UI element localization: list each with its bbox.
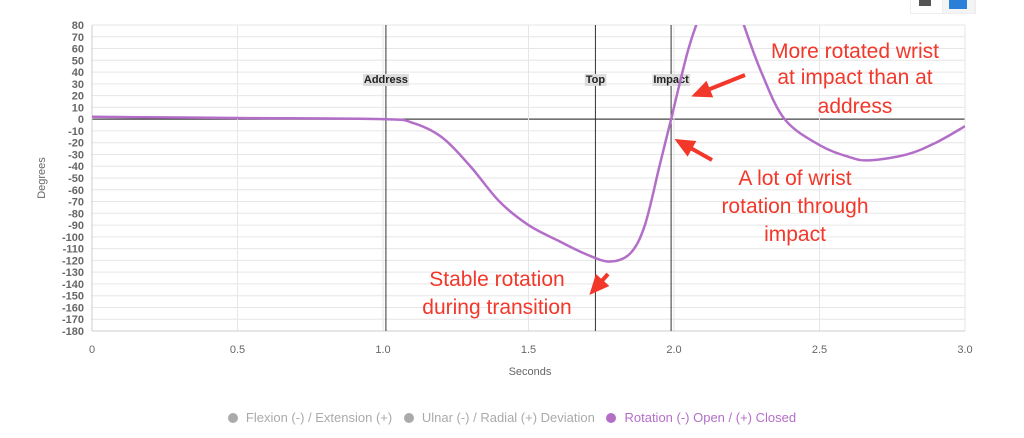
rotation-series-line	[92, 25, 965, 263]
x-tick-label: 3.0	[957, 344, 972, 356]
legend-dot	[606, 413, 617, 423]
legend-dot	[403, 413, 414, 423]
annotation-text: Stable rotation	[429, 268, 564, 291]
y-tick-label: 10	[72, 102, 84, 114]
marker-label-bg	[362, 74, 409, 86]
chart-view-button[interactable]	[943, 0, 975, 13]
y-tick-label: -110	[63, 244, 84, 256]
legend-label: Rotation (-) Open / (+) Closed	[624, 410, 797, 425]
marker-label-address: Address	[364, 74, 408, 86]
y-tick-label: -140	[62, 279, 84, 291]
annotation-text: at impact than at	[777, 66, 932, 89]
annotation-arrowhead	[589, 274, 610, 295]
y-tick-label: -120	[62, 255, 84, 267]
annotation-arrowhead	[691, 80, 714, 98]
x-tick-label: 2.0	[666, 344, 681, 356]
y-tick-label: 0	[78, 114, 84, 126]
annotation-text: rotation through	[721, 195, 868, 218]
marker-label-impact: Impact	[653, 74, 689, 86]
y-tick-label: -180	[62, 326, 84, 338]
y-tick-label: 20	[72, 91, 84, 103]
y-tick-label: -50	[68, 173, 84, 185]
annotation-text: during transition	[422, 296, 571, 319]
annotation-arrowhead	[674, 139, 697, 157]
legend-item-rotation[interactable]: Rotation (-) Open / (+) Closed	[606, 410, 796, 425]
grid-view-button[interactable]	[911, 0, 943, 13]
y-tick-label: -160	[62, 302, 84, 314]
y-tick-label: 40	[72, 67, 84, 79]
chart-view-toggle[interactable]	[910, 0, 976, 14]
y-axis-title: Degrees	[36, 157, 48, 199]
y-tick-label: -80	[68, 208, 84, 220]
legend-label: Flexion (-) / Extension (+)	[245, 410, 393, 425]
grid-icon	[919, 0, 931, 6]
legend-dot	[227, 413, 238, 423]
y-tick-label: 70	[72, 32, 84, 44]
y-tick-label: -40	[68, 161, 84, 173]
y-tick-label: -20	[68, 138, 84, 150]
marker-label-top: Top	[586, 74, 606, 86]
x-tick-label: 1.5	[521, 344, 536, 356]
legend-item-deviation[interactable]: Ulnar (-) / Radial (+) Deviation	[403, 410, 595, 425]
x-axis-title: Seconds	[509, 366, 552, 378]
y-tick-label: 60	[72, 44, 84, 56]
y-tick-label: 50	[72, 55, 84, 67]
legend-label: Ulnar (-) / Radial (+) Deviation	[421, 410, 595, 425]
x-tick-label: 0.5	[230, 344, 245, 356]
y-tick-label: -70	[68, 197, 84, 209]
x-tick-label: 2.5	[812, 344, 827, 356]
marker-label-bg	[584, 74, 607, 86]
x-tick-label: 1.0	[375, 344, 390, 356]
y-tick-label: -30	[68, 149, 84, 161]
legend-item-flexion[interactable]: Flexion (-) / Extension (+)	[227, 410, 393, 425]
x-tick-label: 0	[89, 344, 95, 356]
y-tick-label: -170	[62, 314, 84, 326]
y-tick-label: -130	[62, 267, 84, 279]
y-tick-label: 30	[72, 79, 84, 91]
annotation-text: More rotated wrist	[771, 40, 939, 63]
y-tick-label: -90	[68, 220, 84, 232]
legend: Flexion (-) / Extension (+) Ulnar (-) / …	[0, 410, 1024, 425]
y-tick-label: -150	[62, 291, 84, 303]
y-tick-label: -100	[62, 232, 84, 244]
y-tick-label: -10	[68, 126, 84, 138]
annotation-text: address	[818, 95, 893, 118]
annotation-text: A lot of wrist	[738, 167, 851, 190]
annotation-text: impact	[764, 223, 826, 246]
chart-icon	[949, 0, 967, 9]
y-tick-label: -60	[68, 185, 84, 197]
y-tick-label: 80	[72, 20, 84, 32]
